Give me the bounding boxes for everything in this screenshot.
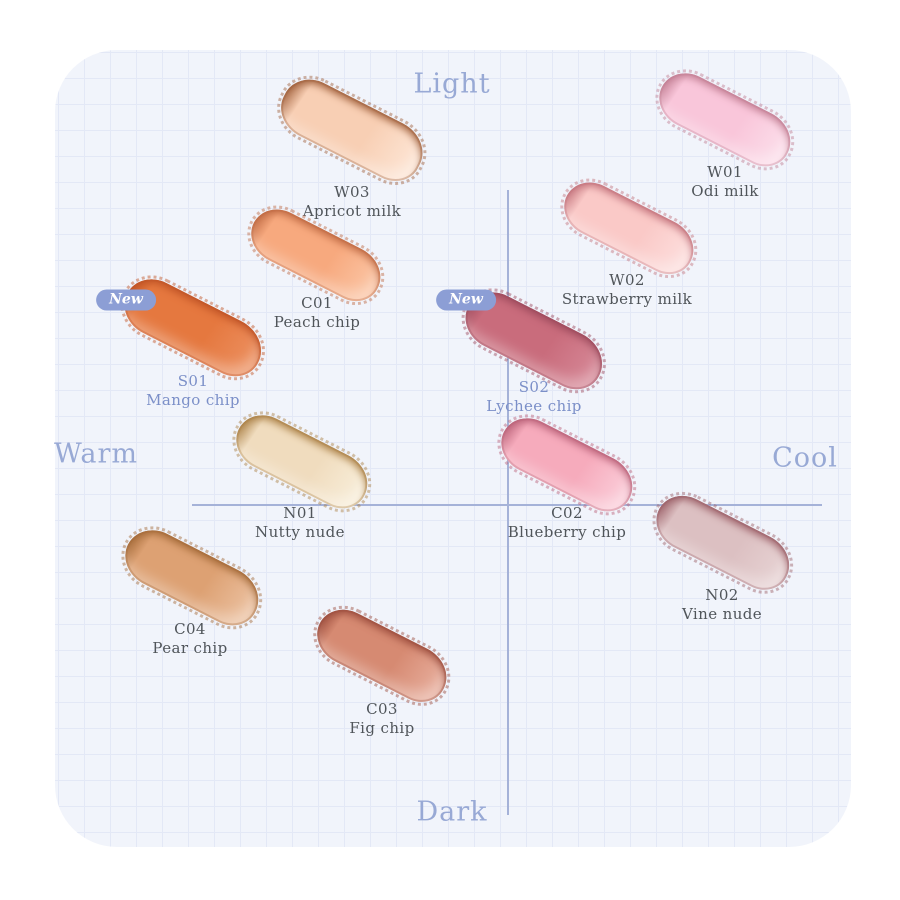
axis-label-cool: Cool xyxy=(772,442,838,474)
swatch-label-n01: N01 Nutty nude xyxy=(255,504,345,542)
swatch-name-w01: Odi milk xyxy=(691,182,759,200)
swatch-name-w02: Strawberry milk xyxy=(561,290,693,308)
axis-label-warm: Warm xyxy=(53,438,139,470)
swatch-name-s01: Mango chip xyxy=(146,391,240,409)
swatch-code-c01: C01 xyxy=(301,294,333,312)
swatch-label-c01: C01 Peach chip xyxy=(274,294,361,332)
swatch-name-w03: Apricot milk xyxy=(302,202,402,220)
axis-label-dark: Dark xyxy=(416,796,488,828)
swatch-code-w03: W03 xyxy=(334,183,370,201)
swatch-name-c02: Blueberry chip xyxy=(507,523,627,541)
swatch-code-w01: W01 xyxy=(707,163,743,181)
swatch-name-n02: Vine nude xyxy=(681,605,763,623)
swatch-label-c03: C03 Fig chip xyxy=(349,700,414,738)
swatch-label-s01: S01 Mango chip xyxy=(146,372,240,410)
swatch-label-c04: C04 Pear chip xyxy=(152,620,227,658)
swatch-code-c03: C03 xyxy=(366,700,398,718)
swatch-name-n01: Nutty nude xyxy=(255,523,345,541)
swatch-label-c02: C02 Blueberry chip xyxy=(508,504,626,542)
swatch-label-s02: S02 Lychee chip xyxy=(486,378,582,416)
swatch-code-c04: C04 xyxy=(174,620,206,638)
new-badge-s01: New xyxy=(96,289,156,311)
swatch-code-c02: C02 xyxy=(551,504,583,522)
swatch-label-w02: W02 Strawberry milk xyxy=(562,271,692,309)
swatch-code-n02: N02 xyxy=(705,586,739,604)
shade-map-panel xyxy=(55,50,851,847)
vertical-axis-line xyxy=(507,190,509,815)
swatch-name-c03: Fig chip xyxy=(349,719,415,737)
swatch-name-c04: Pear chip xyxy=(152,639,228,657)
swatch-label-n02: N02 Vine nude xyxy=(682,586,762,624)
swatch-code-w02: W02 xyxy=(609,271,645,289)
new-badge-s02: New xyxy=(436,289,496,311)
swatch-code-s01: S01 xyxy=(177,372,209,390)
swatch-name-c01: Peach chip xyxy=(273,313,361,331)
swatch-label-w01: W01 Odi milk xyxy=(691,163,759,201)
swatch-code-n01: N01 xyxy=(283,504,317,522)
swatch-name-s02: Lychee chip xyxy=(486,397,582,415)
horizontal-axis-line xyxy=(192,504,822,506)
swatch-code-s02: S02 xyxy=(518,378,550,396)
axis-label-light: Light xyxy=(413,68,491,100)
swatch-label-w03: W03 Apricot milk xyxy=(303,183,401,221)
